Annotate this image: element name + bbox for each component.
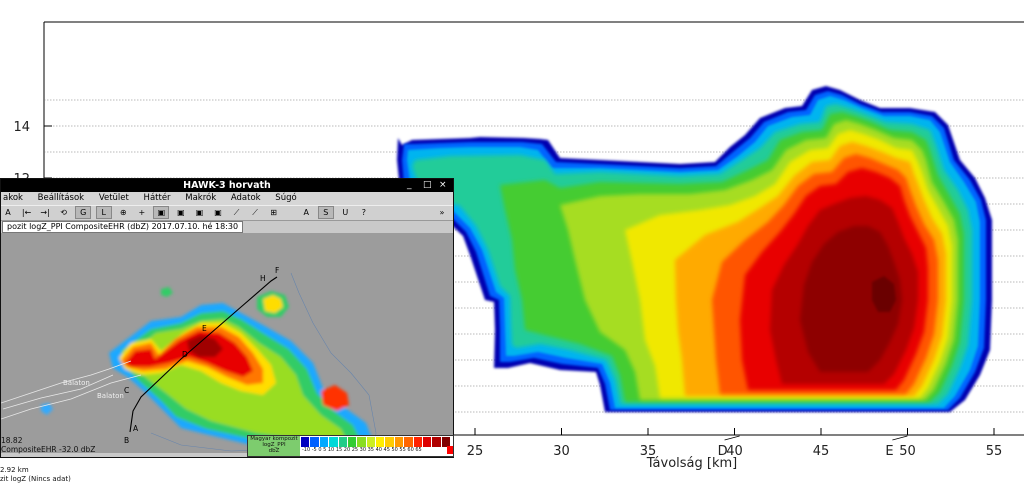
tool-line2-button[interactable]: ⟋: [252, 208, 258, 217]
tool-zoom-button[interactable]: ⊕: [119, 208, 127, 217]
hawk-window[interactable]: HAWK-3 horvath _ □ × akok Beállítások Ve…: [0, 178, 454, 458]
tool-a-button[interactable]: A: [5, 208, 11, 217]
legend-swatch: [301, 437, 311, 447]
legend-swatch: [310, 437, 320, 447]
x-tick-label: 45: [813, 444, 830, 459]
tool-crosshair-button[interactable]: +: [138, 208, 146, 217]
tool-g-button[interactable]: G: [75, 206, 92, 219]
bottom-product: zit logZ (Nincs adat): [0, 475, 71, 483]
legend-swatch: [319, 437, 330, 447]
legend-swatch: [347, 437, 358, 447]
point-label-d: D: [182, 350, 188, 359]
radar-map[interactable]: Balaton Balaton A B C D E F H: [1, 233, 453, 453]
tool-a2-button[interactable]: A: [303, 208, 309, 217]
close-icon[interactable]: ×: [439, 180, 447, 190]
menu-item-projection[interactable]: Vetület: [98, 193, 129, 203]
tool-s-button[interactable]: S: [317, 206, 334, 219]
point-label-b: B: [124, 436, 129, 445]
point-label-h: H: [260, 274, 266, 283]
x-axis: 25 30 35 40 45 50 55 D E Távolság [km]: [467, 428, 1003, 471]
legend-unit: dbZ: [268, 448, 280, 454]
menu-item-background[interactable]: Háttér: [143, 193, 171, 203]
x-tick-label: 25: [467, 444, 484, 459]
legend-swatch: [422, 437, 433, 447]
bottom-status: 2.92 km zit logZ (Nincs adat): [0, 466, 71, 484]
cross-section-line[interactable]: [129, 276, 278, 433]
tool-grid-button[interactable]: ⊞: [270, 208, 277, 217]
tool-u-button[interactable]: U: [342, 208, 349, 217]
window-titlebar[interactable]: HAWK-3 horvath _ □ ×: [1, 179, 453, 192]
legend-swatch: [404, 437, 414, 447]
tool-last-button[interactable]: →|: [40, 208, 50, 217]
map-label-balaton-1: Balaton: [63, 379, 90, 387]
legend-swatch: [338, 437, 348, 447]
menu-item-settings[interactable]: Beállítások: [37, 193, 85, 203]
legend-swatch: [357, 437, 367, 447]
point-label-e: E: [202, 324, 207, 333]
bottom-height: 2.92 km: [0, 466, 29, 474]
x-tick-label: 50: [899, 444, 916, 459]
legend-swatch: [385, 437, 395, 447]
menu-item-akok[interactable]: akok: [3, 193, 23, 203]
radar-echoes: [41, 287, 373, 451]
product-info: pozit logZ_PPI CompositeEHR (dbZ) 2017.0…: [2, 221, 244, 233]
status-value: 18.82: [1, 436, 23, 445]
menu-item-data[interactable]: Adatok: [230, 193, 261, 203]
tool-layer3-button[interactable]: ▣: [195, 208, 204, 217]
status-product: CompositeEHR -32.0 dbZ: [1, 445, 96, 454]
tool-first-button[interactable]: |←: [21, 208, 32, 217]
tool-layer2-button[interactable]: ▣: [177, 208, 185, 217]
tool-help-button[interactable]: ?: [361, 208, 366, 217]
section-marker-label: D: [718, 444, 728, 459]
point-label-c: C: [124, 386, 129, 395]
legend-swatch: [394, 437, 405, 447]
reflectivity-cross-section: [397, 86, 992, 412]
color-legend: Magyar kompozit logZ_PPI dbZ -10 -5 0 5 …: [247, 435, 454, 457]
tool-more-button[interactable]: »: [439, 208, 445, 217]
legend-swatch: [329, 437, 339, 447]
tool-layer1-button[interactable]: ▣: [153, 206, 170, 219]
section-marker-tick: [892, 435, 908, 441]
status-bar: 18.82 CompositeEHR -32.0 dbZ Magyar komp…: [1, 433, 454, 457]
x-tick-label: 35: [640, 444, 657, 459]
legend-end-swatch: [447, 446, 453, 454]
maximize-icon[interactable]: □: [423, 180, 432, 190]
point-label-a: A: [133, 424, 139, 433]
tool-layer4-button[interactable]: ▣: [214, 208, 222, 217]
section-marker-tick: [724, 435, 740, 441]
tool-l-button[interactable]: L: [95, 206, 112, 219]
menu-bar: akok Beállítások Vetület Háttér Makrók A…: [1, 192, 453, 205]
x-tick-label: 55: [986, 444, 1003, 459]
legend-swatch: [432, 437, 442, 447]
tool-loop-button[interactable]: ⟲: [60, 208, 67, 217]
minimize-icon[interactable]: _: [407, 180, 412, 190]
map-label-balaton-2: Balaton: [97, 392, 124, 400]
window-title: HAWK-3 horvath: [183, 180, 271, 191]
toolbar: A |← →| ⟲ G L ⊕ + ▣ ▣ ▣ ▣ ⟋ ⟋ ⊞ A S U ? …: [1, 205, 453, 221]
map-outlines: [1, 360, 142, 420]
legend-ticks: -10 -5 0 5 10 15 20 25 30 35 40 45 50 55…: [302, 447, 422, 453]
x-tick-label: 30: [553, 444, 570, 459]
legend-swatch: [376, 437, 386, 447]
point-label-f: F: [275, 266, 279, 275]
legend-swatch: [413, 437, 423, 447]
info-bar: pozit logZ_PPI CompositeEHR (dbZ) 2017.0…: [1, 221, 453, 233]
x-tick-label: 40: [726, 444, 743, 459]
menu-item-help[interactable]: Súgó: [275, 193, 297, 203]
legend-swatch: [366, 437, 376, 447]
x-axis-label: Távolság [km]: [646, 456, 737, 471]
legend-title: Magyar kompozit: [250, 436, 298, 442]
section-marker-label: E: [885, 444, 893, 459]
legend-swatch: [441, 437, 451, 447]
legend-subtitle: logZ_PPI: [262, 442, 286, 448]
section-point-labels: A B C D E F H: [124, 266, 279, 445]
y-tick-label: 14: [13, 120, 30, 135]
menu-item-macros[interactable]: Makrók: [185, 193, 217, 203]
tool-line1-button[interactable]: ⟋: [233, 208, 240, 217]
radar-map-canvas: Balaton Balaton A B C D E F H: [1, 233, 453, 453]
legend-swatches: [301, 437, 451, 447]
